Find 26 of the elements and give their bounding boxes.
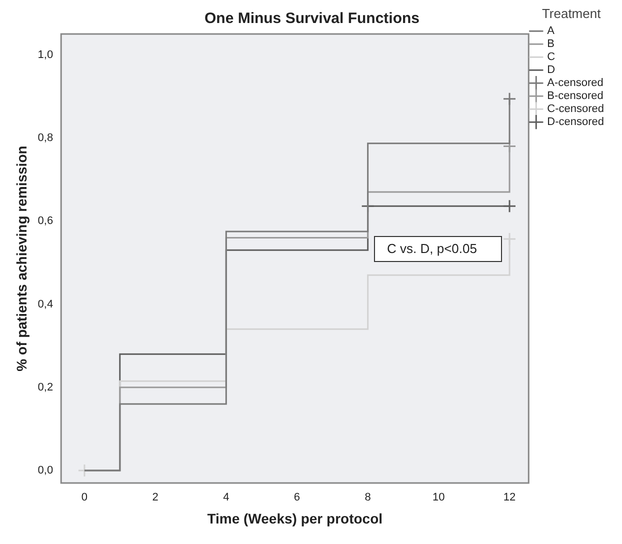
x-axis-title: Time (Weeks) per protocol xyxy=(207,510,383,526)
legend-label: A-censored xyxy=(547,77,604,90)
y-tick-label: 0,8 xyxy=(38,132,54,144)
x-tick-label: 12 xyxy=(503,492,516,504)
legend-label: A xyxy=(547,25,556,38)
legend-title: Treatment xyxy=(542,6,602,22)
y-tick-label: 1,0 xyxy=(38,48,54,61)
legend-label: D xyxy=(547,64,556,76)
legend-label: C xyxy=(547,51,556,64)
y-tick-label: 0,0 xyxy=(38,464,54,477)
y-tick-label: 0,6 xyxy=(38,215,54,228)
y-tick-label: 0,4 xyxy=(38,298,54,310)
x-tick-label: 10 xyxy=(432,492,445,504)
note-box: C vs. D, p<0.05 xyxy=(374,236,502,262)
legend-label: D-censored xyxy=(547,116,604,128)
x-tick-label: 8 xyxy=(364,492,371,504)
x-tick-label: 0 xyxy=(81,492,88,504)
legend-label: C-censored xyxy=(547,103,604,116)
chart-title: One Minus Survival Functions xyxy=(204,10,420,28)
legend-label: B-censored xyxy=(547,90,604,102)
x-tick-label: 4 xyxy=(223,492,230,504)
legend-label: B xyxy=(547,38,554,50)
y-axis-title: % of patients achieving remission xyxy=(13,146,30,372)
x-tick-label: 6 xyxy=(294,492,300,504)
y-tick-label: 0,2 xyxy=(38,381,54,394)
x-tick-label: 2 xyxy=(152,492,158,504)
